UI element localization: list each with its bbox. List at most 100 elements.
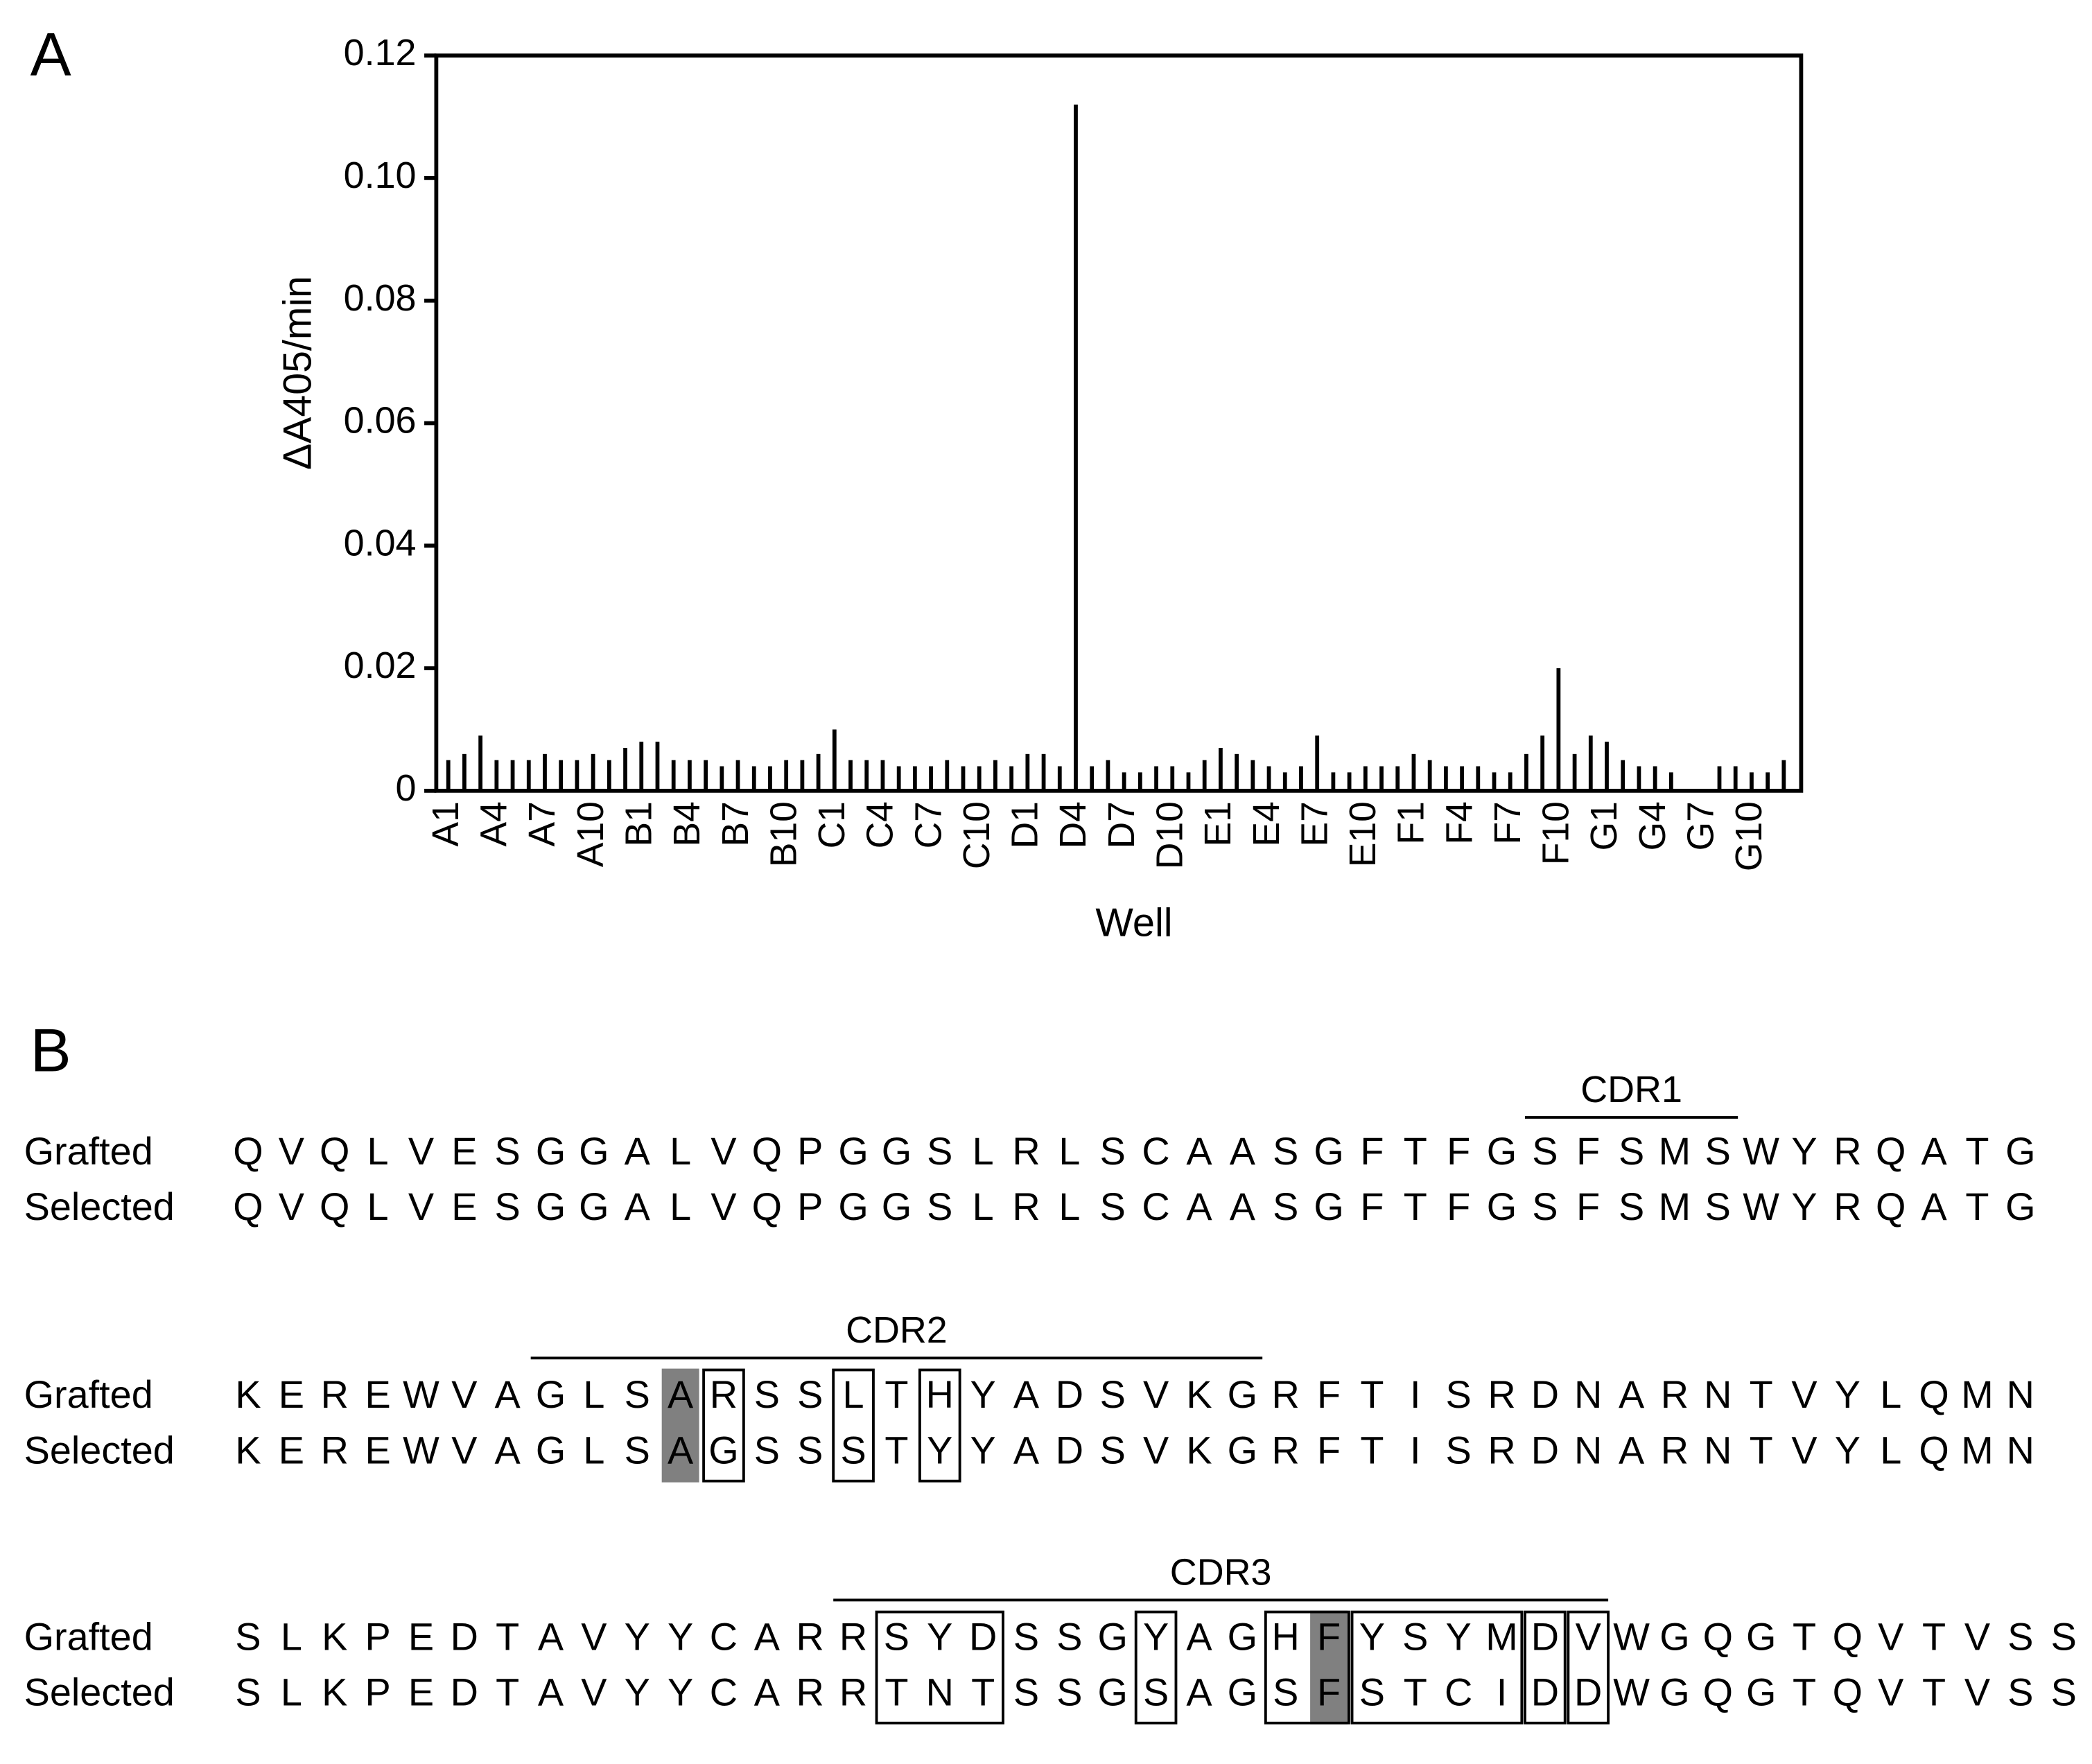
residue: Y xyxy=(970,1373,996,1416)
residue: G xyxy=(1659,1671,1689,1714)
residue: E xyxy=(279,1373,304,1416)
bar xyxy=(961,766,966,791)
residue: N xyxy=(926,1671,954,1714)
residue: Q xyxy=(752,1130,782,1173)
residue: W xyxy=(1743,1185,1779,1228)
residue: F xyxy=(1317,1671,1341,1714)
y-tick-label: 0.06 xyxy=(344,400,417,442)
bar xyxy=(735,760,740,791)
x-tick-label: G1 xyxy=(1583,801,1625,850)
bar xyxy=(720,766,724,791)
x-tick-label: B7 xyxy=(715,801,756,846)
residue: M xyxy=(1961,1429,1994,1472)
residue: V xyxy=(581,1615,607,1658)
panel-label: A xyxy=(30,20,71,89)
bar xyxy=(1025,753,1030,791)
residue: C xyxy=(1142,1185,1169,1228)
x-tick-label: F1 xyxy=(1390,801,1431,844)
residue: R xyxy=(839,1671,867,1714)
highlight xyxy=(1310,1610,1348,1724)
residue: H xyxy=(1272,1615,1300,1658)
residue: P xyxy=(797,1185,823,1228)
residue: N xyxy=(2007,1429,2034,1472)
bar xyxy=(655,742,660,791)
residue: V xyxy=(711,1130,736,1173)
residue: A xyxy=(625,1185,650,1228)
bar xyxy=(1041,753,1046,791)
residue: S xyxy=(840,1429,866,1472)
residue: C xyxy=(1142,1130,1169,1173)
x-tick-label: D4 xyxy=(1052,801,1094,848)
residue: Y xyxy=(927,1429,952,1472)
y-tick-label: 0.04 xyxy=(344,523,417,564)
residue: E xyxy=(451,1130,477,1173)
bar xyxy=(510,760,515,791)
x-tick-label: E10 xyxy=(1342,801,1384,867)
residue: F xyxy=(1447,1185,1470,1228)
residue: A xyxy=(1921,1130,1946,1173)
residue: T xyxy=(971,1671,995,1714)
residue: D xyxy=(1531,1429,1559,1472)
residue: Y xyxy=(1835,1373,1860,1416)
bar xyxy=(929,766,933,791)
residue: S xyxy=(1100,1185,1126,1228)
bar xyxy=(704,760,708,791)
bar xyxy=(768,766,772,791)
bar xyxy=(1347,772,1352,791)
bar xyxy=(977,766,982,791)
residue: W xyxy=(1613,1671,1650,1714)
bar xyxy=(1363,766,1368,791)
residue: S xyxy=(1705,1130,1731,1173)
bar xyxy=(1668,772,1673,791)
residue: A xyxy=(1186,1185,1212,1228)
row-label: Grafted xyxy=(24,1615,153,1658)
residue: A xyxy=(495,1429,521,1472)
residue: W xyxy=(403,1429,439,1472)
residue: P xyxy=(365,1615,390,1658)
y-tick-label: 0.02 xyxy=(344,645,417,686)
bar xyxy=(1572,753,1577,791)
box xyxy=(1134,1610,1178,1724)
bar xyxy=(1556,668,1561,791)
residue: W xyxy=(1613,1615,1650,1658)
residue: R xyxy=(1272,1429,1300,1472)
residue: Q xyxy=(1833,1671,1863,1714)
bar xyxy=(751,766,756,791)
residue: G xyxy=(2005,1130,2035,1173)
box xyxy=(1524,1610,1567,1724)
residue: V xyxy=(451,1373,477,1416)
residue: G xyxy=(708,1429,738,1472)
residue: A xyxy=(1013,1373,1039,1416)
residue: E xyxy=(365,1373,390,1416)
bar xyxy=(1299,766,1303,791)
residue: R xyxy=(1012,1130,1040,1173)
residue: G xyxy=(1228,1429,1257,1472)
y-axis-label: ΔA405/min xyxy=(275,276,320,470)
row-label: Selected xyxy=(24,1671,175,1714)
residue: Q xyxy=(1703,1671,1733,1714)
residue: V xyxy=(1143,1429,1169,1472)
residue: M xyxy=(1961,1373,1994,1416)
bar xyxy=(1524,753,1528,791)
residue: G xyxy=(2005,1185,2035,1228)
residue: G xyxy=(1487,1185,1517,1228)
bar xyxy=(462,753,467,791)
residue: S xyxy=(235,1615,261,1658)
residue: F xyxy=(1317,1373,1341,1416)
residue: N xyxy=(1704,1373,1732,1416)
residue: Q xyxy=(1703,1615,1733,1658)
residue: K xyxy=(235,1373,261,1416)
residue: A xyxy=(1230,1130,1255,1173)
residue: I xyxy=(1410,1429,1421,1472)
residue: N xyxy=(2007,1373,2034,1416)
bar xyxy=(1621,760,1625,791)
residue: V xyxy=(1791,1429,1817,1472)
residue: L xyxy=(367,1130,389,1173)
y-tick-label: 0.08 xyxy=(344,277,417,319)
residue: D xyxy=(1531,1615,1559,1658)
bar xyxy=(559,760,564,791)
bar xyxy=(1411,753,1416,791)
bar xyxy=(1331,772,1336,791)
residue: T xyxy=(1404,1671,1427,1714)
residue: R xyxy=(796,1671,824,1714)
